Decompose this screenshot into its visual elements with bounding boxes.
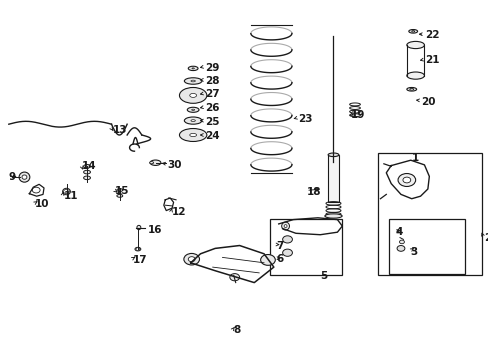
Text: 16: 16 xyxy=(147,225,162,235)
Text: 2: 2 xyxy=(483,233,488,243)
Ellipse shape xyxy=(281,222,289,230)
Ellipse shape xyxy=(149,162,153,164)
Ellipse shape xyxy=(83,170,90,174)
Text: 15: 15 xyxy=(115,186,129,196)
Ellipse shape xyxy=(189,133,196,136)
Ellipse shape xyxy=(406,41,424,49)
Text: 13: 13 xyxy=(112,125,127,135)
Ellipse shape xyxy=(187,107,199,112)
Ellipse shape xyxy=(135,247,141,251)
Ellipse shape xyxy=(284,225,286,228)
Text: 1: 1 xyxy=(411,153,418,163)
Ellipse shape xyxy=(324,214,342,218)
Text: 27: 27 xyxy=(205,89,220,99)
Ellipse shape xyxy=(189,93,196,97)
Ellipse shape xyxy=(327,153,338,157)
Bar xyxy=(327,155,338,202)
Text: 25: 25 xyxy=(205,117,220,127)
Text: 6: 6 xyxy=(276,254,283,264)
Ellipse shape xyxy=(22,175,27,179)
Ellipse shape xyxy=(411,31,414,32)
Text: 20: 20 xyxy=(421,96,435,107)
Circle shape xyxy=(229,274,239,281)
Ellipse shape xyxy=(83,176,90,180)
Text: 3: 3 xyxy=(410,247,417,257)
Text: 21: 21 xyxy=(425,55,439,66)
Ellipse shape xyxy=(117,194,122,197)
Text: 24: 24 xyxy=(205,131,220,141)
Ellipse shape xyxy=(19,172,30,182)
Circle shape xyxy=(32,187,40,193)
Circle shape xyxy=(260,255,275,265)
Ellipse shape xyxy=(191,68,194,69)
Ellipse shape xyxy=(190,80,195,82)
Text: 10: 10 xyxy=(35,199,50,210)
Text: 7: 7 xyxy=(276,240,283,251)
Ellipse shape xyxy=(179,129,206,141)
Text: 26: 26 xyxy=(205,103,220,113)
Text: 9: 9 xyxy=(9,172,16,182)
Text: 8: 8 xyxy=(233,325,241,336)
Ellipse shape xyxy=(184,117,202,124)
Text: 17: 17 xyxy=(133,255,147,265)
Circle shape xyxy=(188,257,195,262)
Ellipse shape xyxy=(191,109,194,111)
Ellipse shape xyxy=(83,165,90,168)
Circle shape xyxy=(402,177,410,183)
Circle shape xyxy=(397,174,415,186)
Ellipse shape xyxy=(184,78,202,84)
Text: 12: 12 xyxy=(172,207,186,217)
Circle shape xyxy=(396,246,404,251)
Text: 4: 4 xyxy=(394,227,402,237)
Ellipse shape xyxy=(62,188,70,195)
Text: 11: 11 xyxy=(63,191,78,201)
Circle shape xyxy=(399,240,404,244)
Ellipse shape xyxy=(188,66,198,71)
Ellipse shape xyxy=(409,88,413,90)
Bar xyxy=(269,219,342,275)
Circle shape xyxy=(136,248,140,251)
Ellipse shape xyxy=(137,225,141,230)
Circle shape xyxy=(282,249,292,256)
Text: 29: 29 xyxy=(205,63,219,73)
Text: 23: 23 xyxy=(298,114,312,124)
Text: 22: 22 xyxy=(425,30,439,40)
Ellipse shape xyxy=(117,189,122,192)
Ellipse shape xyxy=(150,160,161,165)
Ellipse shape xyxy=(190,120,195,122)
Ellipse shape xyxy=(406,87,416,91)
Circle shape xyxy=(282,236,292,243)
Ellipse shape xyxy=(179,87,206,103)
Bar xyxy=(388,219,464,274)
Text: 30: 30 xyxy=(167,160,182,170)
Ellipse shape xyxy=(406,72,424,79)
Text: 5: 5 xyxy=(320,271,327,282)
Bar xyxy=(377,153,481,275)
Circle shape xyxy=(183,253,199,265)
Ellipse shape xyxy=(408,30,417,33)
Text: 18: 18 xyxy=(306,186,321,197)
Text: 14: 14 xyxy=(82,161,97,171)
Text: 19: 19 xyxy=(350,110,365,120)
Text: 28: 28 xyxy=(205,76,220,86)
Circle shape xyxy=(63,189,69,194)
